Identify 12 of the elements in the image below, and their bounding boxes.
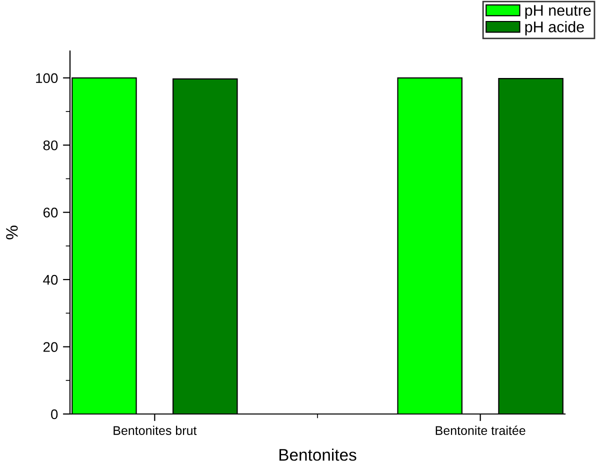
y-tick-label: 80 [43,140,58,150]
y-tick-label: 60 [43,208,58,218]
y-tick-label: 40 [43,274,58,285]
y-tick-label: 20 [43,342,58,352]
legend-label: pH acide [525,21,584,36]
y-tick-label: 100 [36,73,58,84]
x-axis-title: Bentonites [279,448,356,461]
x-tick-label: Bentonites brut [114,426,197,435]
y-axis-title: % [6,226,18,240]
y-tick-label: 0 [51,409,58,420]
legend-label: pH neutre [525,5,591,19]
x-tick-label: Bentonite traitée [436,426,526,435]
